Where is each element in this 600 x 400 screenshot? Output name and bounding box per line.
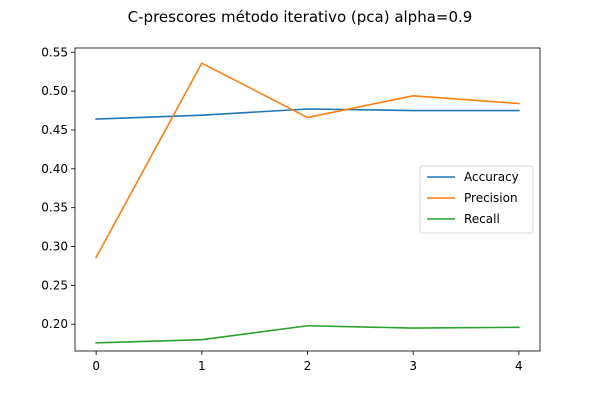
legend-label-recall: Recall [464, 212, 500, 226]
y-axis: 0.20 0.25 0.30 0.35 0.40 0.45 0.50 0.55 [41, 45, 75, 331]
chart-title: C-prescores método iterativo (pca) alpha… [128, 8, 473, 26]
plot-lines [95, 62, 520, 344]
y-tick-label: 0.50 [41, 84, 68, 98]
y-tick-label: 0.20 [41, 317, 68, 331]
y-tick-label: 0.55 [41, 45, 68, 59]
y-tick-label: 0.40 [41, 162, 68, 176]
x-tick-label: 1 [198, 359, 206, 373]
legend-label-accuracy: Accuracy [464, 170, 519, 184]
legend-label-precision: Precision [464, 191, 518, 205]
x-axis: 0 1 2 3 4 [92, 351, 523, 373]
y-tick-label: 0.25 [41, 278, 68, 292]
y-tick-label: 0.35 [41, 201, 68, 215]
series-line-precision [95, 62, 520, 259]
series-line-recall [95, 324, 520, 344]
x-tick-label: 4 [515, 359, 523, 373]
y-tick-label: 0.45 [41, 123, 68, 137]
y-tick-label: 0.30 [41, 240, 68, 254]
x-tick-label: 2 [304, 359, 312, 373]
legend: Accuracy Precision Recall [419, 165, 534, 234]
legend-box [419, 165, 534, 234]
x-tick-label: 0 [92, 359, 100, 373]
x-tick-label: 3 [409, 359, 417, 373]
series-line-accuracy [95, 108, 520, 120]
